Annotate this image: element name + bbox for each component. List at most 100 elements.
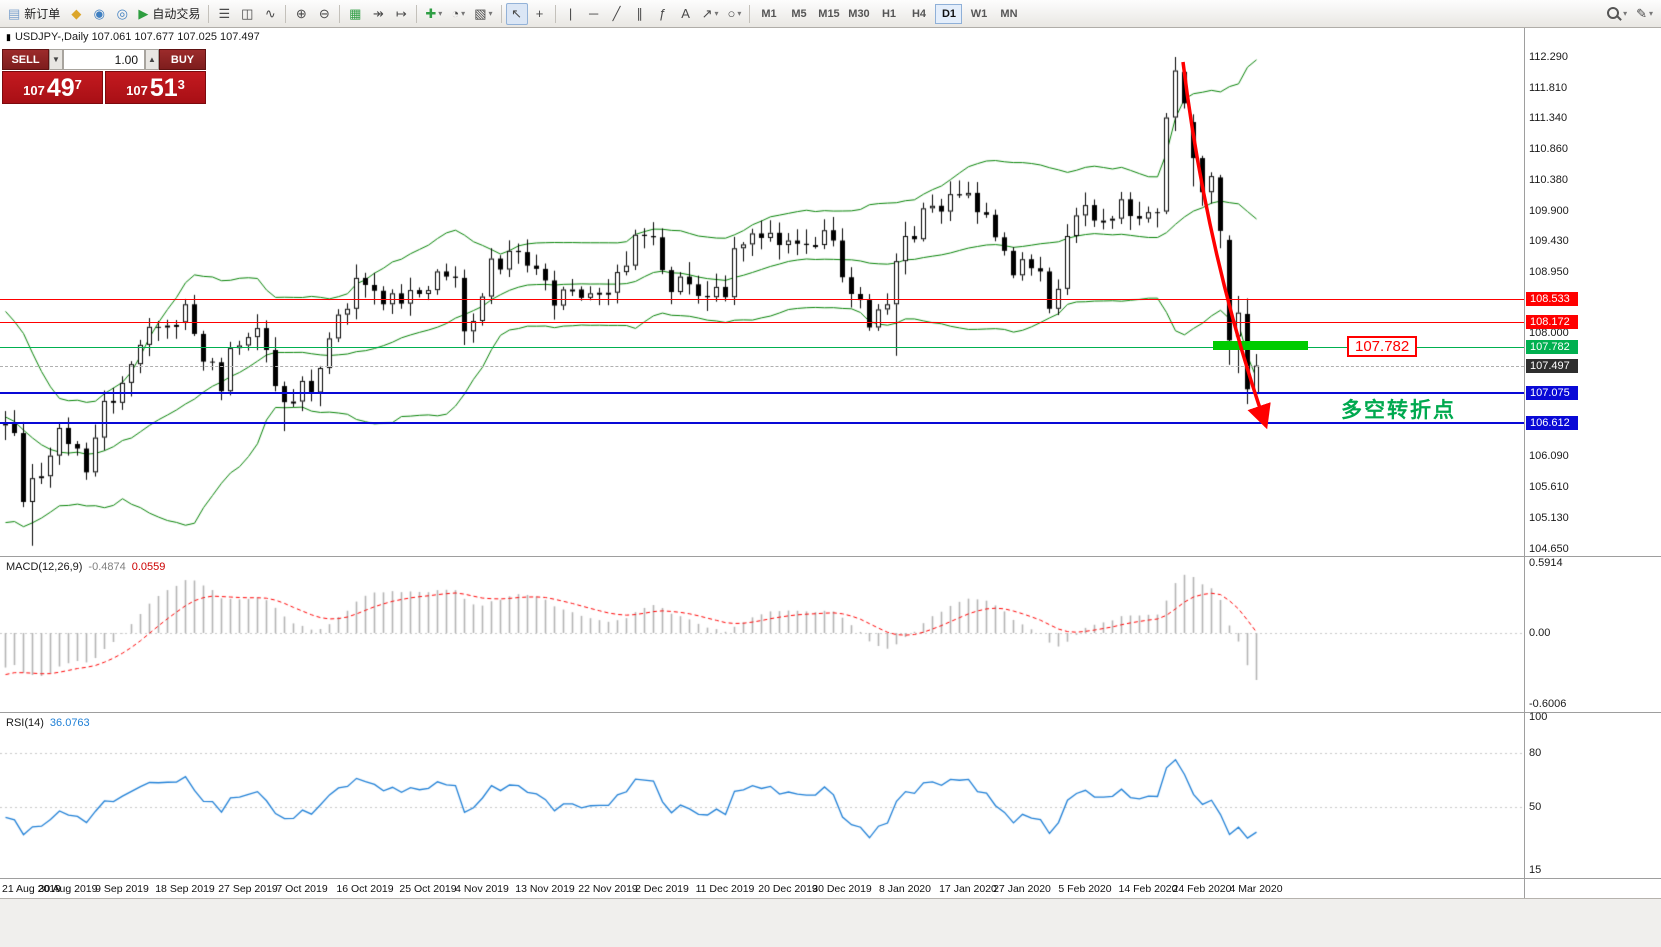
rsi-scale-tick: 50	[1529, 801, 1542, 813]
volume-decrease-button[interactable]: ▼	[49, 49, 63, 70]
turning-point-annotation[interactable]: 多空转折点	[1341, 399, 1456, 422]
chart-shift-button[interactable]: ↦	[390, 3, 412, 25]
zoom-out-button[interactable]: ⊖	[313, 3, 335, 25]
price-level-label[interactable]: 107.782	[1347, 336, 1418, 357]
text-button[interactable]: A	[675, 3, 697, 25]
periods-button[interactable]: ◔ ▾	[447, 3, 469, 25]
sell-price-prefix: 107	[23, 83, 45, 98]
arrow-objects-button[interactable]: ↗ ▾	[698, 3, 723, 25]
templates-button[interactable]: ▧ ▾	[470, 3, 496, 25]
price-scale-tick: 110.380	[1529, 174, 1568, 186]
window-bottom-area	[0, 898, 1661, 947]
price-scale-tick: 109.900	[1529, 204, 1569, 217]
date-label: 5 Feb 2020	[1058, 883, 1112, 895]
auto-scroll-icon: ↠	[372, 6, 384, 21]
terminal-icon[interactable]: ◉	[88, 3, 110, 25]
fibonacci-button[interactable]: ƒ	[652, 3, 674, 25]
vertical-line-button[interactable]: |	[560, 3, 582, 25]
tile-windows-button[interactable]: ▦	[344, 3, 366, 25]
price-chart-canvas[interactable]	[0, 28, 1524, 556]
date-label: 27 Sep 2019	[218, 883, 278, 895]
timeframe-button-m1[interactable]: M1	[761, 7, 777, 20]
horizontal-line-icon: ─	[588, 6, 599, 21]
crosshair-button[interactable]: +	[529, 3, 551, 25]
date-label: 14 Feb 2020	[1118, 883, 1178, 895]
timeframe-button-h4[interactable]: H4	[911, 7, 927, 20]
search-button[interactable]: ▾	[1602, 3, 1631, 25]
toolbar-separator	[208, 4, 210, 23]
cursor-button[interactable]: ↖	[505, 2, 528, 25]
price-scale-tick: 110.860	[1529, 143, 1568, 156]
chevron-down-icon: ▾	[1623, 9, 1628, 18]
terminal-icon-icon: ◉	[93, 6, 105, 21]
chevron-down-icon: ▾	[438, 9, 443, 18]
horizontal-line-object[interactable]	[0, 347, 1524, 349]
toolbar-separator	[749, 4, 751, 23]
main-toolbar: ▤ 新订单 ◆ ◉ ◎ ▶ 自动交易 ☰ ◫ ∿ ⊕ ⊖ ▦ ↠ ↦ ✚ ▾ ◔ ▾ ▧ ▾ ↖ + | ─ ╱ ∥ ƒ A ↗ ▾ ○ ▾ M1…	[0, 0, 1661, 28]
panel-separator[interactable]	[0, 556, 1661, 557]
timeframe-button-w1[interactable]: W1	[970, 7, 988, 20]
panel-separator[interactable]	[0, 712, 1661, 713]
panel-separator	[0, 878, 1661, 879]
text-icon: A	[681, 6, 690, 21]
timeframe-button-mn[interactable]: MN	[1000, 7, 1018, 20]
trendline-button[interactable]: ╱	[606, 3, 628, 25]
macd-main-value: -0.4874	[88, 561, 126, 573]
strategy-tester-icon[interactable]: ◎	[111, 3, 133, 25]
price-line-badge: 108.172	[1526, 315, 1578, 330]
green-highlight-rectangle[interactable]	[1213, 341, 1308, 350]
chevron-down-icon: ▾	[737, 9, 742, 18]
rsi-scale-tick: 15	[1529, 864, 1542, 876]
metaeditor-icon[interactable]: ◆	[65, 3, 87, 25]
candlestick-chart-icon: ◫	[241, 6, 254, 21]
current-price-badge: 107.497	[1526, 358, 1578, 373]
buy-price-button[interactable]: 107 51 3	[105, 71, 206, 104]
price-scale-tick: 112.290	[1529, 51, 1568, 63]
auto-scroll-button[interactable]: ↠	[367, 3, 389, 25]
toolbar-separator	[416, 4, 418, 23]
horizontal-line-button[interactable]: ─	[583, 3, 605, 25]
horizontal-line-object[interactable]	[0, 391, 1524, 394]
chevron-down-icon: ▾	[461, 9, 466, 18]
sell-price-button[interactable]: 107 49 7	[2, 71, 103, 104]
periods-icon: ◔	[451, 6, 460, 21]
metaeditor-icon-icon: ◆	[71, 6, 82, 21]
price-scale-tick: 106.090	[1529, 450, 1569, 463]
date-label: 21 Aug 2019	[2, 883, 61, 895]
sell-button[interactable]: SELL	[2, 49, 49, 70]
line-chart-button[interactable]: ∿	[259, 3, 281, 25]
volume-input[interactable]: 1.00	[63, 49, 145, 70]
line-chart-icon: ∿	[264, 6, 276, 21]
shapes-button[interactable]: ○ ▾	[723, 3, 745, 25]
channel-button[interactable]: ∥	[629, 3, 651, 25]
rsi-scale-tick: 100	[1529, 711, 1548, 723]
buy-button[interactable]: BUY	[159, 49, 206, 70]
zoom-out-icon: ⊖	[318, 6, 330, 21]
bar-chart-button[interactable]: ☰	[213, 3, 235, 25]
indicators-button[interactable]: ✚ ▾	[421, 3, 446, 25]
price-scale-tick: 104.650	[1529, 543, 1569, 555]
timeframe-button-m5[interactable]: M5	[791, 7, 807, 20]
horizontal-line-object[interactable]	[0, 298, 1524, 300]
autotrading-button-label: 自动交易	[152, 7, 201, 21]
compose-button[interactable]: ✎ ▾	[1632, 3, 1657, 25]
price-scale-tick: 105.610	[1529, 481, 1569, 494]
timeframe-button-m30[interactable]: M30	[848, 7, 870, 20]
strategy-tester-icon-icon: ◎	[116, 6, 128, 21]
timeframe-button-d1[interactable]: D1	[935, 3, 963, 24]
volume-increase-button[interactable]: ▲	[145, 49, 159, 70]
chart-shift-icon: ↦	[395, 6, 407, 21]
rsi-name: RSI(14)	[6, 717, 44, 729]
timeframe-button-h1[interactable]: H1	[881, 7, 897, 20]
macd-panel-canvas[interactable]	[0, 557, 1524, 712]
candlestick-chart-button[interactable]: ◫	[236, 3, 258, 25]
rsi-panel-canvas[interactable]	[0, 713, 1524, 878]
date-label: 24 Feb 2020	[1172, 883, 1232, 895]
autotrading-button[interactable]: ▶ 自动交易	[134, 3, 204, 25]
date-label: 25 Oct 2019	[399, 883, 457, 895]
timeframe-button-m15[interactable]: M15	[818, 7, 840, 20]
new-order-button[interactable]: ▤ 新订单	[4, 3, 64, 25]
horizontal-line-object[interactable]	[0, 322, 1524, 324]
horizontal-line-object[interactable]	[0, 421, 1524, 424]
zoom-in-button[interactable]: ⊕	[290, 3, 312, 25]
